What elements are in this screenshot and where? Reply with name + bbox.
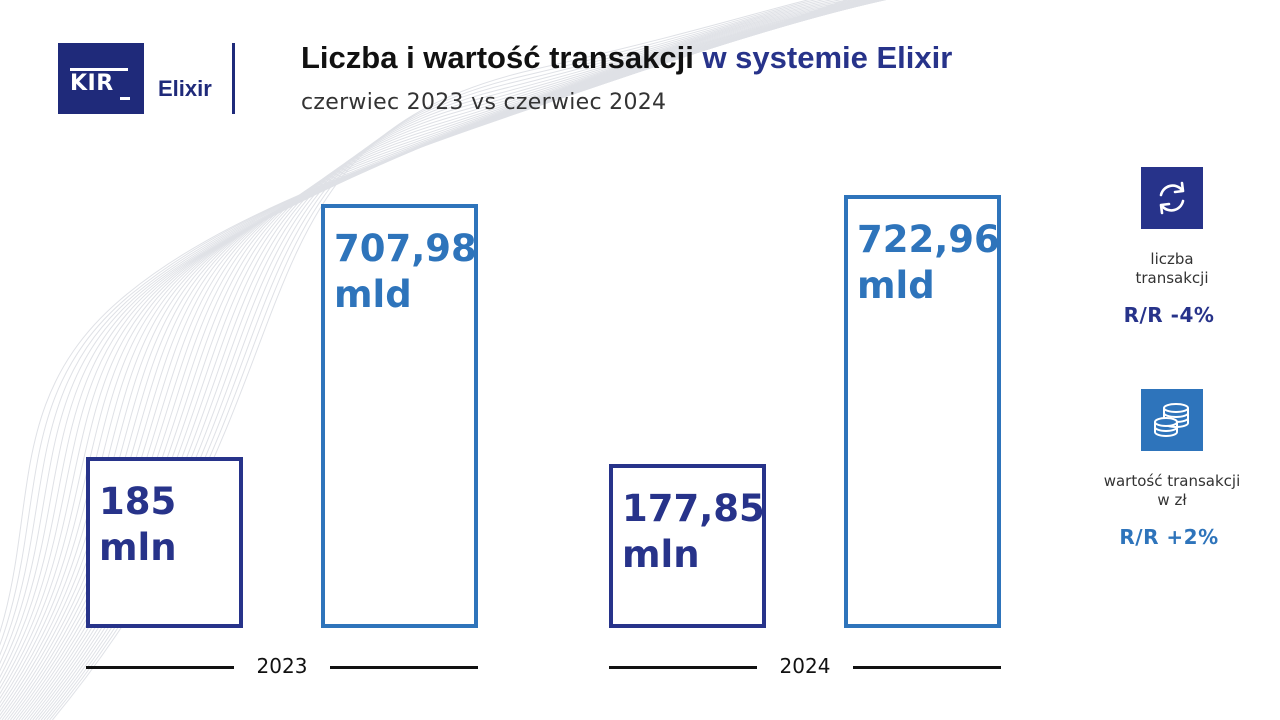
- axis-line-right: [330, 666, 478, 669]
- axis-line-right: [853, 666, 1001, 669]
- bar-value-2023: 707,98 mld: [321, 203, 478, 628]
- logo-divider: [232, 43, 235, 114]
- kir-logo-text: KIR: [70, 71, 114, 96]
- legend-value-label: wartość transakcji w zł: [1082, 472, 1262, 510]
- title-accent: w systemie Elixir: [702, 40, 953, 75]
- bar-data-label: 177,85 mln: [622, 486, 765, 576]
- wave-line: [52, 0, 810, 720]
- bar-count-2024: 177,85 mln: [609, 463, 766, 628]
- legend-value-text: wartość transakcji w zł: [1103, 472, 1241, 509]
- coin-stack-icon: [1141, 389, 1203, 451]
- axis-line-left: [609, 666, 757, 669]
- exchange-arrows-icon: [1141, 167, 1203, 229]
- legend-count-text: liczba transakcji: [1135, 250, 1209, 287]
- elixir-logo: Elixir: [158, 76, 212, 101]
- category-label-2024: 2024: [779, 654, 831, 678]
- legend-value-change: R/R +2%: [1119, 525, 1219, 549]
- chart-subtitle: czerwiec 2023 vs czerwiec 2024: [301, 90, 667, 115]
- legend-count-label: liczba transakcji: [1082, 250, 1262, 288]
- title-main: Liczba i wartość transakcji: [301, 40, 694, 75]
- axis-line-left: [86, 666, 234, 669]
- wave-line: [49, 0, 817, 720]
- bar-data-label: 722,96 mld: [857, 218, 1000, 307]
- bar-data-label: 185 mln: [99, 480, 177, 569]
- legend-count-change: R/R -4%: [1123, 303, 1215, 327]
- kir-logo: KIR: [58, 43, 144, 114]
- category-label-2023: 2023: [256, 654, 308, 678]
- bar-count-2023: 185 mln: [86, 457, 243, 628]
- bar-value-2024: 722,96 mld: [844, 195, 1001, 628]
- bar-data-label: 707,98 mld: [334, 226, 477, 316]
- chart-title: Liczba i wartość transakcji w systemie E…: [301, 40, 952, 76]
